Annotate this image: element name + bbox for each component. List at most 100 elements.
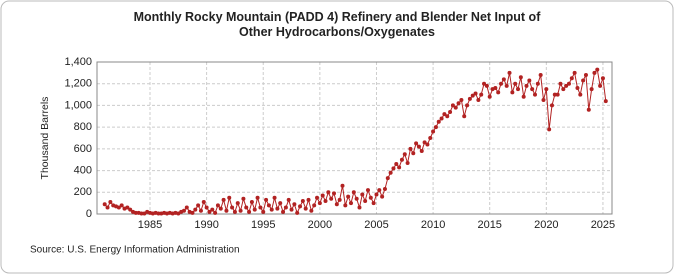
data-point — [116, 205, 121, 210]
data-point — [312, 203, 317, 208]
data-point — [552, 92, 557, 97]
data-point — [368, 195, 373, 200]
x-tick-label: 2000 — [308, 219, 332, 231]
data-point — [334, 202, 339, 207]
data-point — [317, 201, 322, 206]
data-point — [561, 87, 566, 92]
data-point — [547, 127, 552, 132]
data-point — [190, 210, 195, 215]
data-point — [516, 87, 521, 92]
data-point — [467, 96, 472, 101]
data-point — [462, 114, 467, 119]
data-point — [465, 103, 470, 108]
data-point — [309, 208, 314, 213]
data-point — [385, 176, 390, 181]
x-tick-label: 2025 — [591, 219, 615, 231]
data-point — [377, 188, 382, 193]
data-point — [365, 188, 370, 193]
data-point — [320, 193, 325, 198]
data-point — [105, 205, 110, 210]
data-point — [227, 195, 232, 200]
y-tick-label: 200 — [74, 186, 92, 198]
data-point — [575, 86, 580, 91]
data-point — [213, 210, 218, 215]
data-point — [422, 140, 427, 145]
y-tick-label: 600 — [74, 143, 92, 155]
data-point — [538, 73, 543, 78]
data-point — [600, 76, 605, 81]
data-point — [530, 87, 535, 92]
data-point — [244, 205, 249, 210]
data-point — [479, 92, 484, 97]
data-point — [521, 94, 526, 99]
data-point — [128, 207, 133, 212]
data-point — [232, 209, 237, 214]
data-point — [445, 114, 450, 119]
data-point — [558, 81, 563, 86]
data-point — [504, 83, 509, 88]
data-point — [218, 206, 223, 211]
data-point — [139, 211, 144, 216]
data-point — [428, 136, 433, 140]
data-point — [382, 187, 387, 192]
data-point — [363, 198, 368, 203]
data-point — [133, 210, 138, 215]
data-point — [541, 98, 546, 102]
data-point — [298, 204, 303, 209]
source: Source: U.S. Energy Information Administ… — [30, 245, 240, 256]
data-point — [501, 77, 506, 82]
data-point — [595, 67, 600, 72]
data-point — [581, 78, 586, 83]
data-point — [496, 90, 501, 95]
data-point — [402, 152, 407, 157]
data-point — [518, 75, 523, 80]
data-point — [241, 196, 246, 201]
data-point — [405, 160, 410, 165]
x-tick-label: 2020 — [534, 219, 558, 231]
data-point — [207, 209, 212, 214]
data-point — [247, 209, 252, 214]
data-point — [374, 192, 379, 197]
data-point — [119, 203, 124, 208]
data-point — [255, 195, 260, 200]
data-point — [544, 87, 549, 92]
data-point — [555, 92, 560, 97]
data-point — [487, 94, 492, 99]
data-point — [340, 183, 345, 188]
y-tick-label: 0 — [86, 208, 92, 220]
data-point — [204, 205, 209, 210]
data-point — [510, 90, 515, 95]
data-point — [549, 103, 554, 108]
data-point — [269, 207, 274, 212]
data-point — [456, 101, 461, 106]
data-point — [125, 205, 130, 210]
data-point — [156, 211, 161, 216]
data-point — [210, 207, 215, 212]
data-point — [281, 209, 286, 214]
data-point — [482, 81, 487, 86]
data-point — [354, 196, 359, 201]
data-point — [292, 202, 297, 207]
series-line — [104, 68, 607, 215]
y-tick-label: 1,000 — [64, 99, 92, 111]
data-point — [470, 93, 475, 98]
data-point — [572, 70, 577, 75]
data-point — [252, 207, 257, 212]
data-point — [215, 203, 220, 208]
data-point — [329, 196, 334, 201]
x-tick-label: 2005 — [364, 219, 388, 231]
data-point — [371, 201, 376, 206]
data-point — [566, 81, 571, 86]
data-point — [425, 142, 430, 147]
data-point — [453, 105, 458, 110]
data-point — [586, 107, 591, 112]
data-point — [431, 129, 436, 134]
y-tick-label: 800 — [74, 121, 92, 133]
data-point — [578, 92, 583, 97]
data-point — [181, 208, 186, 213]
y-tick-label: 1,400 — [64, 56, 92, 68]
y-tick-label: 1,200 — [64, 78, 92, 90]
data-point — [351, 190, 356, 195]
